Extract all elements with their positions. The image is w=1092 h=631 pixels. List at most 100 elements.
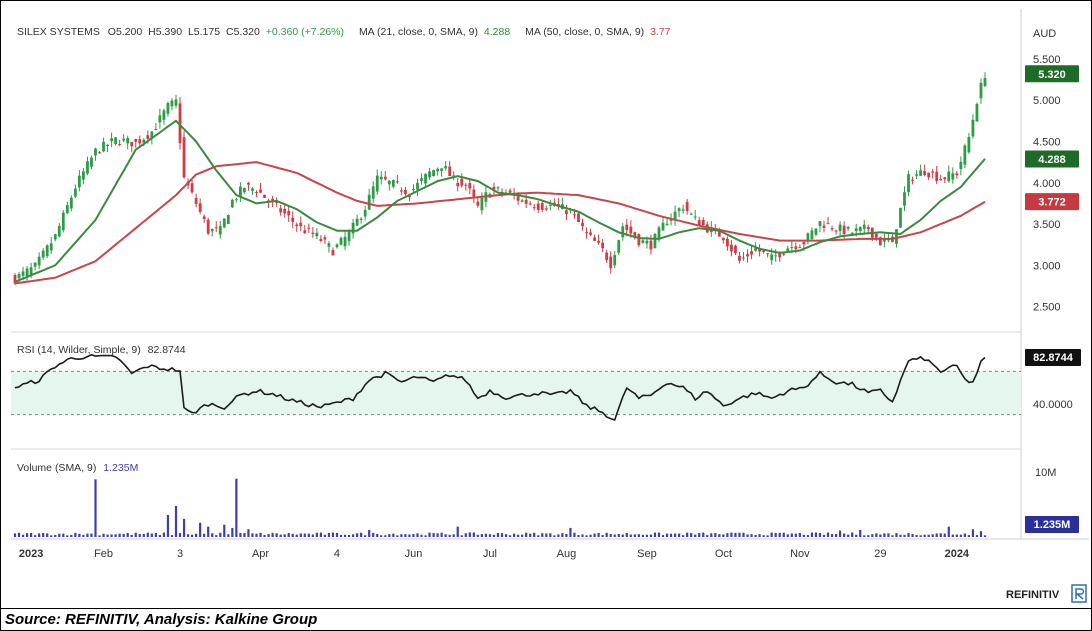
volume-bar (263, 534, 266, 537)
candle (178, 96, 182, 150)
candle (347, 229, 351, 246)
volume-bar (673, 533, 677, 537)
candle (967, 133, 971, 154)
price-tick-label: 5.500 (1033, 54, 1061, 66)
volume-bar (452, 534, 455, 537)
volume-bar (517, 534, 520, 537)
candle (295, 222, 299, 232)
volume-bar (178, 533, 182, 537)
candle (98, 151, 101, 154)
volume-bar (726, 533, 729, 537)
candle (307, 223, 311, 233)
candle (979, 78, 983, 104)
price-tick-label: 3.000 (1033, 260, 1061, 272)
volume-bar (855, 534, 858, 537)
volume-tick-label: 10M (1035, 467, 1056, 479)
volume-bar (106, 534, 109, 537)
volume-bar (766, 535, 769, 537)
volume-bar (34, 535, 37, 537)
volume-bar (271, 532, 274, 537)
candle (959, 156, 963, 176)
volume-bar (911, 534, 914, 537)
volume-bar (231, 527, 234, 537)
candle (943, 176, 947, 183)
candle (214, 221, 218, 232)
volume-bar (722, 534, 725, 537)
volume-legend-value: 1.235M (103, 462, 138, 474)
volume-bar (484, 533, 488, 537)
candle (287, 205, 291, 222)
time-axis-label: Nov (790, 548, 810, 560)
volume-bar (750, 534, 753, 537)
volume-bar (339, 534, 343, 537)
volume-bar (742, 532, 745, 537)
candle (255, 190, 258, 197)
ma50-tag: 3.772 (1025, 193, 1079, 211)
candle (826, 216, 830, 225)
candle (399, 187, 403, 196)
volume-bar (931, 534, 934, 537)
candle (975, 102, 979, 122)
candle (653, 232, 657, 249)
volume-bar (891, 535, 894, 537)
candle (641, 238, 645, 244)
candle (299, 216, 303, 232)
volume-bar (186, 534, 190, 537)
volume-bar (605, 532, 608, 537)
time-axis-label: Sep (637, 548, 657, 560)
price-tick-label: 2.500 (1033, 302, 1061, 314)
candle (448, 161, 452, 177)
candle (222, 218, 226, 229)
candle (452, 171, 456, 181)
volume-bar (307, 533, 310, 537)
candle (633, 231, 637, 240)
volume-bar (698, 533, 701, 537)
volume-bar (219, 532, 222, 537)
volume-bar (883, 533, 886, 537)
candle (226, 214, 230, 225)
candle (866, 224, 870, 233)
volume-bar (710, 533, 713, 537)
candle (371, 181, 375, 204)
volume-bar (376, 533, 379, 537)
volume-bar (585, 535, 588, 537)
volume-bar (967, 535, 971, 537)
candle (122, 134, 126, 143)
volume-bar (963, 533, 966, 537)
candle (556, 198, 560, 210)
volume-bar (448, 534, 451, 537)
time-axis-label: 29 (874, 548, 886, 560)
volume-bar (190, 534, 194, 537)
candle (577, 211, 580, 223)
volume-bar (303, 533, 306, 537)
candle (834, 229, 838, 235)
volume-bar (770, 532, 773, 537)
volume-bar (331, 532, 335, 537)
ma21-label: MA (21, close, 0, SMA, 9) (359, 26, 478, 38)
candle (730, 239, 733, 257)
volume-bar (368, 529, 371, 537)
volume-bar (360, 532, 363, 537)
volume-bar (839, 530, 842, 537)
volume-bar (686, 532, 689, 537)
volume-bar (597, 532, 600, 537)
candle (375, 169, 379, 195)
volume-bar (255, 533, 258, 537)
volume-bar (778, 532, 781, 537)
candle (822, 220, 826, 233)
open-value: O5.200 (108, 26, 143, 38)
candle (118, 139, 122, 147)
volume-bar (979, 531, 983, 537)
volume-bar (609, 534, 612, 537)
candle (331, 247, 335, 256)
candle (41, 248, 45, 260)
candle (532, 203, 536, 211)
candle (955, 171, 959, 179)
candle (681, 204, 685, 214)
volume-bar (251, 533, 254, 537)
volume-bar (94, 479, 97, 537)
volume-bar (875, 533, 878, 537)
candle (689, 212, 693, 216)
volume-bar (460, 535, 463, 537)
candle (432, 169, 435, 177)
